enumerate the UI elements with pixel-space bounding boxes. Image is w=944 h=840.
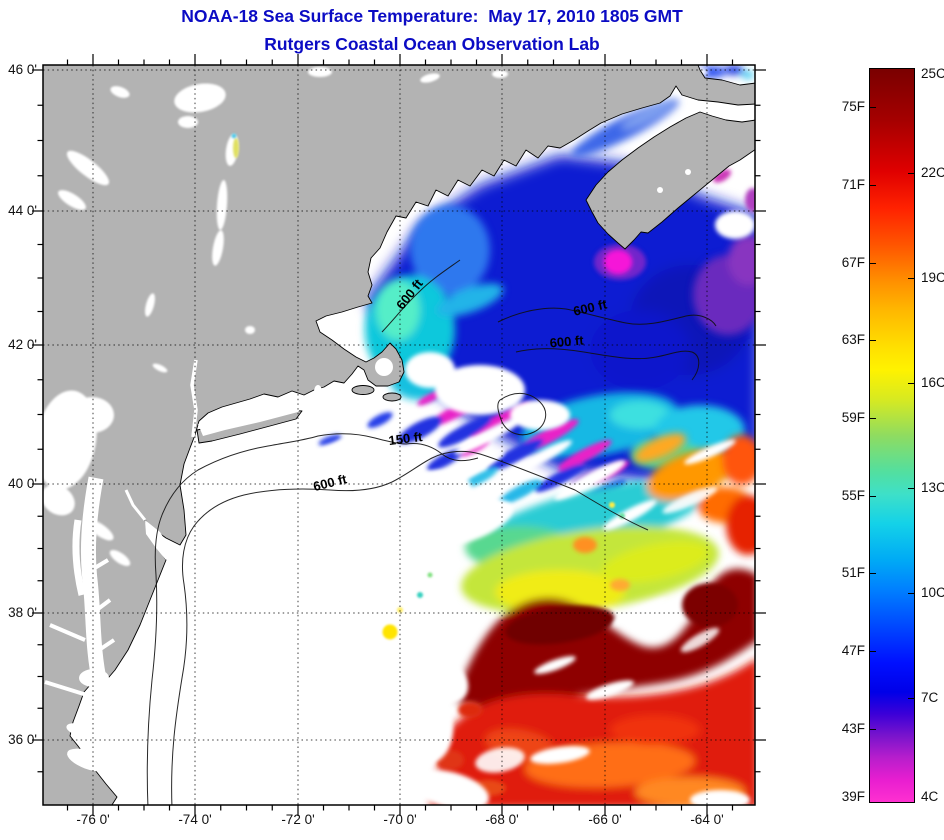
colorbar-tick [870,418,876,419]
lon-tick-label: -64 0' [690,812,724,827]
colorbar-tick [908,383,914,384]
colorbar-tick [870,729,876,731]
colorbar-label-f: 59F [841,410,865,425]
temperature-colorbar [869,68,915,803]
colorbar-label-f: 55F [841,487,865,503]
lon-tick-label: -76 0' [76,812,110,827]
colorbar-label-c: 16C [921,375,944,390]
figure-subtitle: Rutgers Coastal Ocean Observation Lab [264,34,600,54]
colorbar-tick [870,651,876,653]
colorbar-tick [908,278,914,279]
colorbar-label-c: 25C [921,66,944,81]
lon-tick-label: -68 0' [485,812,519,827]
colorbar-tick [870,495,876,497]
lat-tick-label: 44 0' [8,203,37,218]
colorbar-tick [870,262,876,264]
axis-ticks [32,54,766,816]
lon-tick-label: -66 0' [588,812,622,827]
colorbar-label-f: 75F [841,98,865,114]
colorbar-tick [870,573,876,575]
colorbar-tick [908,173,914,174]
colorbar-label-c: 19C [921,270,944,285]
lat-tick-label: 38 0' [8,605,37,620]
colorbar-label-f: 39F [841,789,865,804]
depth-label: 150 ft [388,429,424,448]
colorbar-label-f: 63F [841,332,865,348]
colorbar-label-f: 67F [841,254,865,270]
colorbar-label-f: 43F [841,721,865,737]
colorbar-label-c: 10C [921,585,944,600]
lat-tick-label: 42 0' [8,337,37,352]
lon-tick-label: -72 0' [281,812,315,827]
colorbar-tick [870,184,876,186]
graticule [43,65,755,805]
lat-tick-label: 46 0' [8,62,37,77]
colorbar-label-c: 7C [921,690,939,705]
colorbar-label-f: 51F [841,565,865,581]
figure-title: NOAA-18 Sea Surface Temperature: May 17,… [181,6,683,26]
colorbar-label-c: 22C [921,165,944,180]
colorbar-tick [870,106,876,108]
lat-tick-label: 36 0' [8,732,37,747]
colorbar-tick [870,340,876,342]
colorbar-label-f: 47F [841,643,865,659]
colorbar-tick [908,488,914,489]
colorbar-label-c: 13C [921,480,944,495]
colorbar-tick [908,593,914,594]
plot-border [42,64,756,806]
lat-tick-label: 40 0' [8,476,37,491]
colorbar-label-f: 71F [841,176,865,192]
depth-label: 600 ft [549,333,585,351]
colorbar-label-c: 4C [921,789,939,804]
lon-tick-label: -70 0' [383,812,417,827]
lon-tick-label: -74 0' [178,812,212,827]
colorbar-tick [908,698,914,699]
